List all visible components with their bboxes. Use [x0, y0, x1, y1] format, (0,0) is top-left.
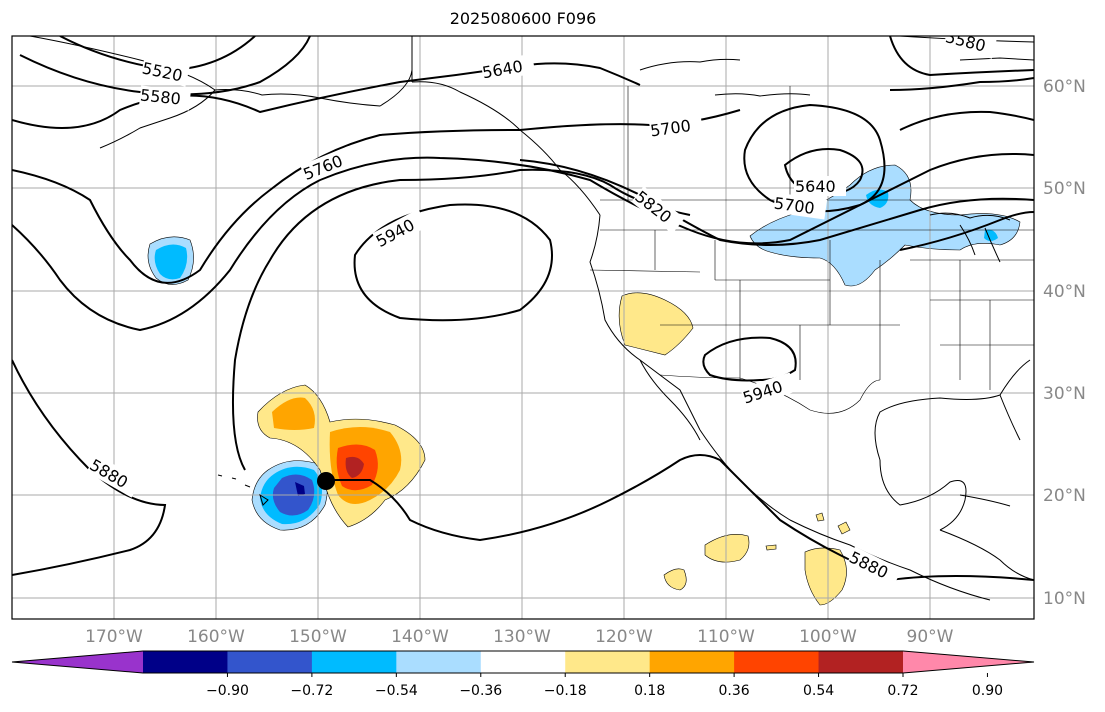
lon-label: 130°W — [493, 627, 551, 647]
colorbar-segment — [480, 651, 566, 673]
colorbar-tick-label: −0.36 — [459, 683, 502, 699]
longitude-labels: 170°W 160°W 150°W 140°W 130°W 120°W 110°… — [85, 627, 954, 647]
lat-label: 10°N — [1043, 589, 1086, 609]
contour-label: 5700 — [649, 116, 692, 140]
colorbar-tick-label: −0.90 — [206, 683, 249, 699]
lat-label: 50°N — [1043, 179, 1086, 199]
contour-label: 5880 — [86, 455, 131, 492]
lon-label: 90°W — [907, 627, 954, 647]
lon-label: 140°W — [391, 627, 449, 647]
contour-label: 5940 — [740, 377, 785, 408]
height-contours — [12, 36, 1034, 582]
colorbar-segment — [565, 651, 651, 673]
colorbar-outline — [11, 650, 1035, 674]
colorbar-segment — [818, 651, 904, 673]
lat-label: 40°N — [1043, 282, 1086, 302]
lon-label: 170°W — [85, 627, 143, 647]
contour-5820 — [12, 359, 167, 576]
positive-anomaly-california — [618, 292, 694, 356]
contour-5700-low — [743, 103, 886, 213]
storm-center-marker — [317, 472, 335, 490]
colorbar-extend-low — [12, 651, 143, 673]
contour-5940 — [353, 203, 553, 322]
colorbar-extend-high — [903, 651, 1034, 673]
anomaly-fields — [147, 164, 1021, 606]
lon-label: 150°W — [289, 627, 347, 647]
coastlines — [29, 36, 1034, 601]
colorbar-tick-label: 0.36 — [719, 683, 750, 699]
contour-5820b — [519, 159, 1034, 246]
lon-label: 110°W — [697, 627, 755, 647]
contour-label: 5580 — [139, 85, 181, 108]
map-title: 2025080600 F096 — [449, 9, 597, 28]
contour-label: 5700 — [773, 193, 816, 217]
contour-label: 5520 — [140, 58, 184, 85]
lat-label: 60°N — [1043, 77, 1086, 97]
colorbar-tick-label: −0.54 — [375, 683, 418, 699]
colorbar-tick-label: 0.72 — [887, 683, 918, 699]
negative-anomaly-midwest — [749, 164, 1021, 287]
colorbar-segment — [649, 651, 735, 673]
lat-label: 30°N — [1043, 384, 1086, 404]
colorbar-tick-label: 0.90 — [972, 683, 1003, 699]
contour-5700-ne — [899, 110, 1034, 131]
colorbar-segment — [311, 651, 397, 673]
colorbar-tick-label: 0.18 — [634, 683, 665, 699]
latitude-labels: 60°N 50°N 40°N 30°N 20°N 10°N — [1043, 77, 1086, 609]
colorbar: −0.90 −0.72 −0.54 −0.36 −0.18 0.18 0.36 0.54 0.7… — [11, 650, 1035, 699]
contour-label: 5640 — [481, 57, 524, 83]
contour-5700 — [12, 109, 741, 284]
contour-5940b — [702, 336, 797, 382]
contour-east — [899, 211, 1034, 251]
contour-labels: 5520 5580 5580 5640 5640 5700 5700 5760 … — [86, 36, 997, 588]
colorbar-segment — [396, 651, 482, 673]
contour-label: 5880 — [846, 548, 891, 583]
lon-label: 120°W — [595, 627, 653, 647]
colorbar-segment — [734, 651, 820, 673]
contour-5640-ne — [889, 77, 1034, 91]
colorbar-tick-label: 0.54 — [803, 683, 834, 699]
positive-anomaly-mexico — [804, 547, 847, 606]
contour-5640 — [12, 62, 641, 129]
colorbar-segment — [143, 651, 228, 673]
lon-label: 100°W — [799, 627, 857, 647]
colorbar-tick-label: −0.72 — [290, 683, 333, 699]
lon-label: 160°W — [187, 627, 245, 647]
contour-5880 — [231, 168, 691, 471]
contour-label: 5640 — [795, 177, 836, 196]
lat-label: 20°N — [1043, 486, 1086, 506]
colorbar-segment — [227, 651, 313, 673]
contour-5580-ne — [889, 36, 1034, 77]
contour-5880b — [325, 454, 1034, 582]
colorbar-tick-label: −0.18 — [544, 683, 587, 699]
map-frame — [11, 35, 1035, 620]
